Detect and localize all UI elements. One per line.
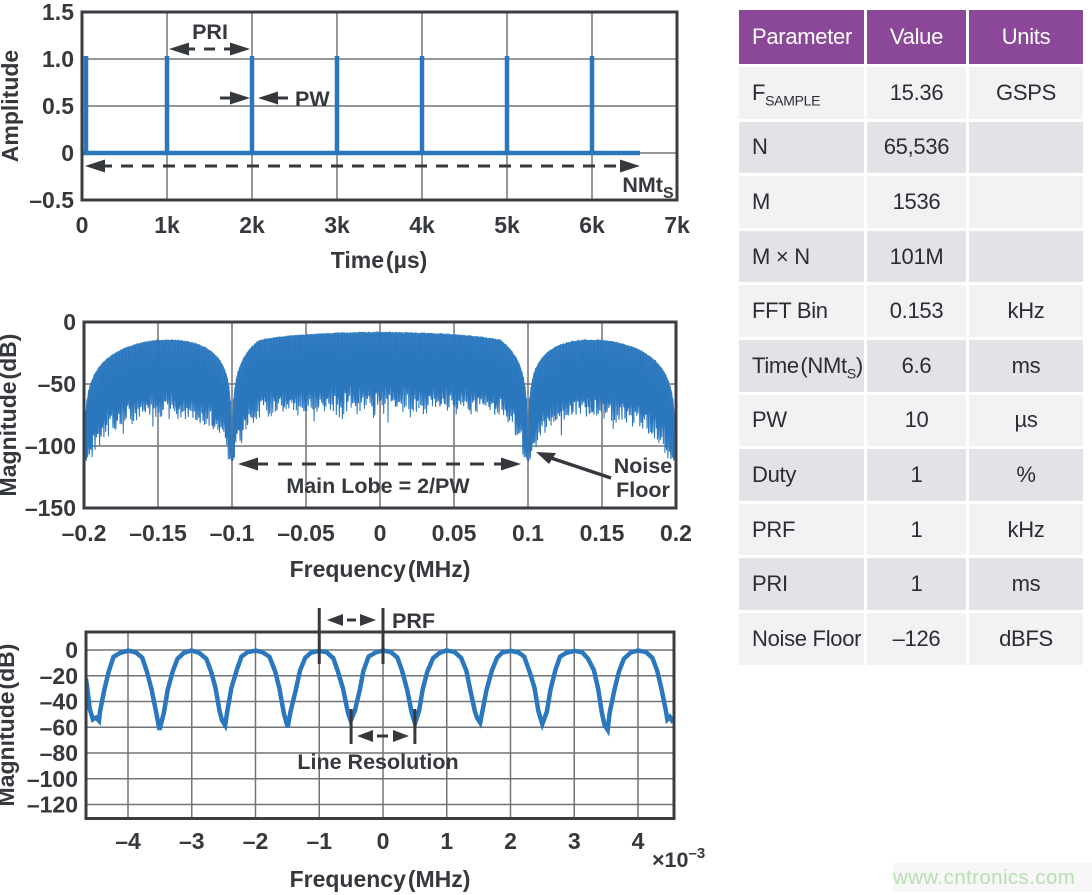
svg-text:Main Lobe = 2/PW: Main Lobe = 2/PW xyxy=(286,474,470,498)
svg-text:3k: 3k xyxy=(324,212,350,238)
svg-text:PRI: PRI xyxy=(192,20,228,44)
svg-text:6k: 6k xyxy=(579,212,605,238)
svg-text:3: 3 xyxy=(568,828,581,854)
svg-text:0: 0 xyxy=(63,309,76,335)
svg-text:0: 0 xyxy=(76,212,89,238)
svg-text:0: 0 xyxy=(61,140,74,166)
svg-text:–100: –100 xyxy=(25,433,76,459)
svg-text:–150: –150 xyxy=(25,495,76,521)
svg-text:PW: PW xyxy=(295,87,330,111)
svg-text:Frequency (MHz): Frequency (MHz) xyxy=(290,866,471,892)
svg-text:0: 0 xyxy=(65,637,78,663)
svg-text:–80: –80 xyxy=(40,740,78,766)
svg-text:–120: –120 xyxy=(27,792,78,818)
svg-text:–50: –50 xyxy=(38,371,76,397)
svg-text:Floor: Floor xyxy=(616,478,670,502)
svg-text:–0.1: –0.1 xyxy=(210,520,255,546)
svg-text:–100: –100 xyxy=(27,766,78,792)
svg-text:PRF: PRF xyxy=(392,609,435,633)
svg-text:0: 0 xyxy=(377,828,390,854)
svg-text:1.5: 1.5 xyxy=(42,0,74,25)
svg-text:5k: 5k xyxy=(494,212,520,238)
svg-text:Amplitude: Amplitude xyxy=(0,50,23,162)
svg-text:–40: –40 xyxy=(40,689,78,715)
svg-text:–0.2: –0.2 xyxy=(62,520,107,546)
svg-text:1: 1 xyxy=(440,828,453,854)
svg-text:4k: 4k xyxy=(409,212,435,238)
svg-text:Magnitude (dB): Magnitude (dB) xyxy=(0,334,21,497)
svg-text:Frequency (MHz): Frequency (MHz) xyxy=(290,556,471,582)
svg-text:–20: –20 xyxy=(40,663,78,689)
svg-text:1.0: 1.0 xyxy=(42,46,74,72)
svg-text:–3: –3 xyxy=(179,828,205,854)
svg-text:0.5: 0.5 xyxy=(42,93,74,119)
svg-text:Line Resolution: Line Resolution xyxy=(297,750,458,774)
svg-text:0.15: 0.15 xyxy=(580,520,625,546)
svg-text:1k: 1k xyxy=(154,212,180,238)
svg-text:0.1: 0.1 xyxy=(512,520,544,546)
svg-text:–0.5: –0.5 xyxy=(29,187,74,213)
svg-text:Magnitude (dB): Magnitude (dB) xyxy=(0,644,19,807)
svg-text:2: 2 xyxy=(504,828,517,854)
svg-text:×10–3: ×10–3 xyxy=(652,845,705,872)
svg-text:0.05: 0.05 xyxy=(432,520,477,546)
svg-text:–0.15: –0.15 xyxy=(129,520,187,546)
svg-text:–4: –4 xyxy=(115,828,141,854)
svg-text:–1: –1 xyxy=(306,828,332,854)
svg-text:0.2: 0.2 xyxy=(660,520,692,546)
svg-text:Time (µs): Time (µs) xyxy=(331,247,428,273)
svg-text:4: 4 xyxy=(632,828,645,854)
svg-text:Noise: Noise xyxy=(614,454,673,478)
svg-text:7k: 7k xyxy=(664,212,690,238)
svg-text:–0.05: –0.05 xyxy=(277,520,335,546)
svg-text:0: 0 xyxy=(374,520,387,546)
svg-text:–2: –2 xyxy=(243,828,269,854)
svg-text:NMtS: NMtS xyxy=(622,173,674,202)
svg-text:2k: 2k xyxy=(239,212,265,238)
svg-text:–60: –60 xyxy=(40,714,78,740)
